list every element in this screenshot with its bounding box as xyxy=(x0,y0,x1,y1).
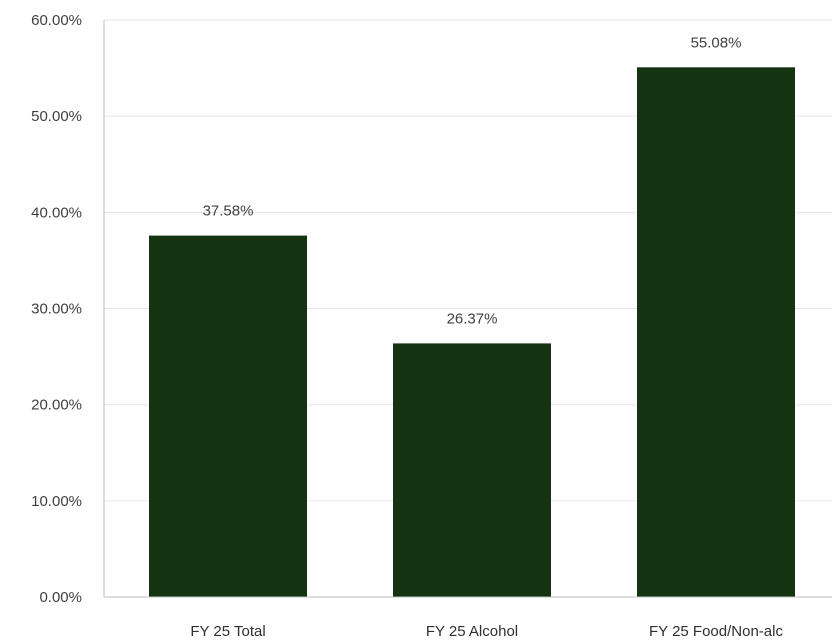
y-tick-label: 0.00% xyxy=(39,589,82,606)
x-category-label: FY 25 Alcohol xyxy=(426,623,518,640)
data-label: 26.37% xyxy=(447,310,498,327)
data-label: 55.08% xyxy=(691,34,742,51)
bar xyxy=(637,67,795,597)
data-labels: 37.58% 26.37% 55.08% xyxy=(203,34,742,327)
y-tick-label: 30.00% xyxy=(31,301,82,318)
y-axis-tick-labels: 0.00% 10.00% 20.00% 30.00% 40.00% 50.00% 60.00… xyxy=(31,12,82,606)
bar xyxy=(149,235,307,598)
y-tick-label: 40.00% xyxy=(31,204,82,221)
y-tick-label: 50.00% xyxy=(31,108,82,125)
data-label: 37.58% xyxy=(203,203,254,220)
x-category-label: FY 25 Total xyxy=(190,623,265,640)
x-category-label: FY 25 Food/Non-alc xyxy=(649,623,783,640)
x-axis-category-labels: FY 25 Total FY 25 Alcohol FY 25 Food/Non-a… xyxy=(190,623,783,640)
y-tick-label: 60.00% xyxy=(31,12,82,29)
bar xyxy=(393,343,551,597)
y-tick-label: 20.00% xyxy=(31,397,82,414)
y-tick-label: 10.00% xyxy=(31,493,82,510)
bars xyxy=(149,67,795,598)
